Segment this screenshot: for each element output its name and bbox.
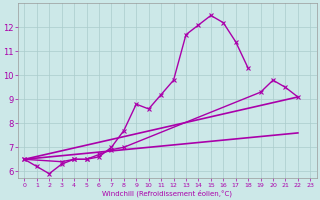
X-axis label: Windchill (Refroidissement éolien,°C): Windchill (Refroidissement éolien,°C) [102,189,232,197]
